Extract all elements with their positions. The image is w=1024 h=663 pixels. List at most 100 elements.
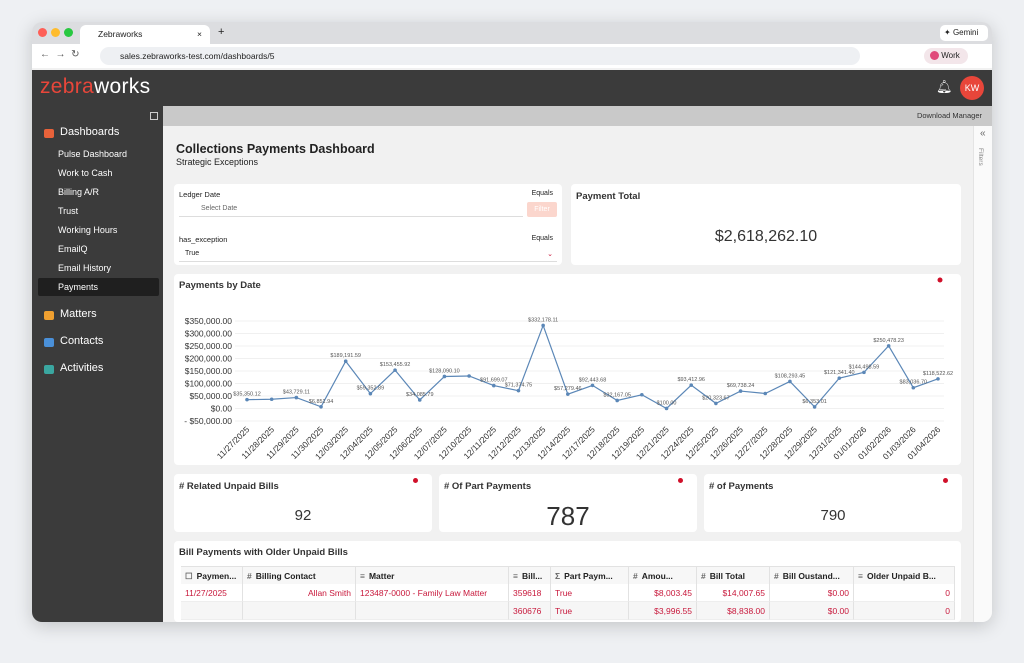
nav-section[interactable]: Matters [60, 308, 97, 320]
address-bar: ← → ↻ sales.zebraworks-test.com/dashboar… [32, 44, 992, 68]
table-cell: $0.00 [770, 584, 854, 602]
column-label: Part Paym... [564, 571, 613, 581]
data-label: $32,167.05 [603, 392, 631, 398]
kpi-title: # Of Part Payments [444, 481, 532, 492]
data-label: $6,353.01 [802, 399, 826, 405]
filters-label[interactable]: Filters [977, 148, 984, 166]
table-cell: 0 [854, 584, 955, 602]
data-point [319, 404, 323, 409]
data-point [714, 401, 718, 406]
avatar[interactable]: KW [960, 76, 984, 100]
chart-title: Payments by Date [179, 280, 261, 291]
data-point [862, 370, 866, 375]
filter-value: Select Date [201, 205, 238, 212]
section-icon [44, 129, 54, 138]
column-icon: # [774, 571, 779, 581]
column-header[interactable]: Σ Part Paym... [551, 566, 629, 584]
y-tick-label: $250,000.00 [185, 341, 233, 351]
data-label: $35,350.12 [233, 392, 261, 398]
filter-value: True [185, 250, 200, 257]
table-cell: $0.00 [770, 602, 854, 620]
column-header[interactable]: ≡ Matter [356, 566, 509, 584]
column-header[interactable]: # Bill Oustand... [770, 566, 854, 584]
filter-op[interactable]: Equals [531, 190, 553, 197]
nav-section[interactable]: Dashboards [60, 126, 120, 138]
data-point [738, 389, 743, 393]
sidebar: Dashboards Pulse Dashboard Work to Cash Bil… [32, 106, 163, 622]
table-card: Bill Payments with Older Unpaid Bills ☐ P… [174, 541, 961, 622]
table-cell: True [551, 602, 629, 620]
profile-label: Work [941, 51, 960, 60]
data-point [936, 377, 940, 381]
select-input[interactable]: True ⌄ [179, 247, 557, 262]
filter-card: Ledger Date Equals Select Date Filter ha… [174, 184, 562, 265]
data-label: $144,498.59 [849, 364, 880, 370]
column-header[interactable]: # Amou... [629, 566, 697, 584]
nav-section[interactable]: Contacts [60, 335, 104, 347]
column-label: Bill... [521, 571, 543, 581]
data-point [442, 374, 447, 379]
column-header[interactable]: ☐ Paymen... [181, 566, 243, 584]
data-point [812, 405, 817, 409]
filter-button[interactable]: Filter [527, 202, 557, 217]
filter-icon [937, 277, 943, 283]
data-label: $6,851.94 [309, 399, 333, 405]
data-label: $83,036.70 [900, 380, 928, 386]
nav-item[interactable]: Billing A/R [58, 187, 100, 197]
data-label: $43,729.11 [283, 390, 310, 396]
download-manager[interactable]: Download Manager [916, 111, 982, 120]
y-tick-label: - $50,000.00 [184, 416, 232, 426]
data-point [516, 388, 521, 393]
data-point [788, 379, 792, 384]
nav-section[interactable]: Activities [60, 362, 104, 374]
data-point [245, 397, 249, 402]
browser-tab[interactable]: Zebraworks × [80, 25, 210, 44]
data-point [615, 398, 619, 403]
filter-label: Ledger Date [179, 190, 221, 199]
data-label: $189,191.59 [330, 353, 361, 359]
column-icon: ≡ [513, 571, 518, 581]
profile[interactable]: Work [924, 48, 968, 64]
column-header[interactable]: ≡ Bill... [509, 566, 551, 584]
nav-item[interactable]: Trust [58, 206, 79, 216]
column-label: Bill Oustand... [782, 571, 840, 581]
data-label: $250,478.23 [873, 338, 904, 344]
column-label: Amou... [641, 571, 673, 581]
gemini-button[interactable]: ✦ Gemini [940, 25, 988, 41]
column-header[interactable]: # Billing Contact [243, 566, 356, 584]
data-label: $128,090.10 [429, 368, 460, 374]
column-label: Bill Total [709, 571, 745, 581]
filter-icon [413, 478, 418, 483]
date-input[interactable]: Select Date [179, 202, 523, 217]
data-point [294, 395, 299, 400]
column-icon: # [633, 571, 638, 581]
table-cell: 359618 [509, 584, 551, 602]
data-label: $332,178.11 [528, 317, 558, 323]
column-header[interactable]: ≡ Older Unpaid B... [854, 566, 955, 584]
nav-item[interactable]: Working Hours [58, 225, 118, 235]
table-cell [181, 602, 243, 620]
table-cell: $3,996.55 [629, 602, 697, 620]
nav-item[interactable]: Email History [58, 263, 112, 273]
table-cell: 360676 [509, 602, 551, 620]
data-point [664, 406, 669, 411]
data-label: $108,293.45 [775, 373, 806, 379]
table-title: Bill Payments with Older Unpaid Bills [179, 547, 348, 558]
data-point [343, 359, 348, 364]
column-icon: ☐ [185, 571, 193, 581]
url-field[interactable]: sales.zebraworks-test.com/dashboards/5 [100, 47, 860, 65]
nav-item[interactable]: Work to Cash [58, 168, 113, 178]
nav-item[interactable]: Pulse Dashboard [58, 149, 128, 159]
column-label: Billing Contact [255, 571, 316, 581]
nav-item[interactable]: Payments [38, 278, 159, 296]
data-point [467, 374, 471, 378]
nav-item[interactable]: EmailQ [58, 244, 88, 254]
kpi-value: $2,618,262.10 [714, 228, 818, 245]
kpi-title: # Related Unpaid Bills [179, 481, 279, 492]
column-header[interactable]: # Bill Total [697, 566, 770, 584]
data-label: $59,352.89 [357, 386, 385, 392]
y-tick-label: $200,000.00 [185, 354, 233, 364]
filter-op[interactable]: Equals [531, 235, 553, 242]
y-tick-label: $0.00 [211, 404, 233, 414]
